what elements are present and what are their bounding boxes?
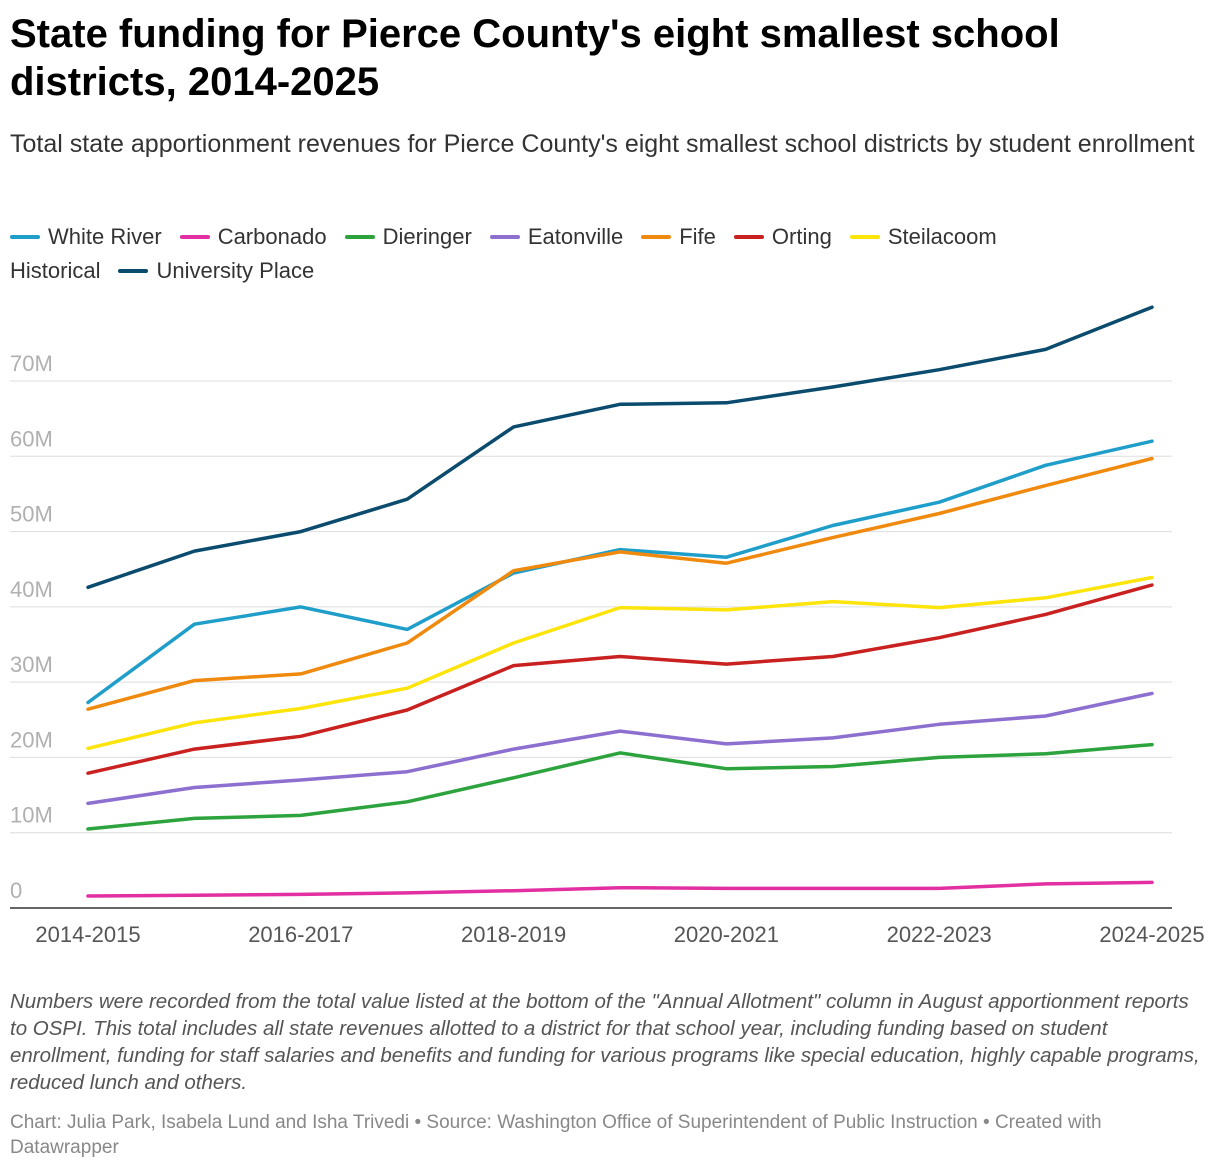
series-line-white-river <box>86 439 1154 705</box>
line-chart: 0 10M 20M 30M 40M 50M 60M 70M 2014-2015 2016-2017… <box>10 305 1205 947</box>
legend-item-eatonville[interactable]: Eatonville <box>489 224 624 250</box>
legend-item-fife[interactable]: Fife <box>641 224 716 250</box>
series-line-university-place <box>86 305 1154 590</box>
series-line-fife <box>86 456 1154 711</box>
x-tick-label: 2022-2023 <box>887 922 992 947</box>
chart-credits: Chart: Julia Park, Isabela Lund and Isha… <box>10 1112 1102 1158</box>
legend-item-carbonado[interactable]: Carbonado <box>179 224 327 250</box>
y-tick-label: 70M <box>10 351 53 376</box>
legend-item-orting[interactable]: Orting <box>733 224 832 250</box>
legend-swatch-carbonado <box>179 235 210 239</box>
x-tick-label: 2020-2021 <box>674 922 779 947</box>
y-tick-label: 40M <box>10 577 53 602</box>
legend-label-eatonville: Eatonville <box>527 224 624 249</box>
legend-group-label-historical: Historical <box>10 258 101 283</box>
x-tick-label: 2014-2015 <box>35 922 140 947</box>
legend-row-1: White River Carbonado Dieringer Eatonvil… <box>10 220 1110 254</box>
y-tick-label: 10M <box>10 803 53 828</box>
legend-swatch-fife <box>641 235 672 239</box>
legend-label-university-place: University Place <box>156 258 315 283</box>
legend-row-2: Historical University Place <box>10 254 1110 288</box>
chart-notes: Numbers were recorded from the total val… <box>10 990 1200 1094</box>
y-tick-label: 30M <box>10 652 53 677</box>
legend: White River Carbonado Dieringer Eatonvil… <box>10 220 1110 288</box>
x-tick-label: 2016-2017 <box>248 922 353 947</box>
series-line-eatonville <box>86 691 1154 806</box>
y-tick-label: 0 <box>10 878 22 903</box>
legend-swatch-white-river <box>10 235 40 239</box>
legend-item-steilacoom[interactable]: Steilacoom <box>849 224 997 250</box>
chart-title: State funding for Pierce County's eight … <box>10 12 1060 104</box>
legend-label-fife: Fife <box>679 224 716 249</box>
x-tick-label: 2024-2025 <box>1099 922 1204 947</box>
series-line-orting <box>86 583 1154 775</box>
legend-label-dieringer: Dieringer <box>382 224 472 249</box>
y-tick-label: 20M <box>10 727 53 752</box>
legend-label-carbonado: Carbonado <box>217 224 327 249</box>
series-line-carbonado <box>86 880 1154 898</box>
legend-swatch-eatonville <box>489 235 520 239</box>
legend-swatch-steilacoom <box>849 235 880 239</box>
legend-item-university-place[interactable]: University Place <box>118 258 314 284</box>
legend-item-white-river[interactable]: White River <box>10 224 162 250</box>
y-tick-label: 60M <box>10 426 53 451</box>
legend-swatch-orting <box>733 235 764 239</box>
legend-swatch-university-place <box>118 269 149 273</box>
legend-item-dieringer[interactable]: Dieringer <box>344 224 472 250</box>
x-tick-label: 2018-2019 <box>461 922 566 947</box>
legend-label-steilacoom: Steilacoom <box>887 224 997 249</box>
chart-subtitle: Total state apportionment revenues for P… <box>10 130 1195 158</box>
legend-label-white-river: White River <box>48 224 162 249</box>
series-line-steilacoom <box>86 575 1154 751</box>
y-tick-label: 50M <box>10 502 53 527</box>
series-line-dieringer <box>86 742 1154 831</box>
legend-label-orting: Orting <box>771 224 832 249</box>
legend-swatch-dieringer <box>344 235 375 239</box>
